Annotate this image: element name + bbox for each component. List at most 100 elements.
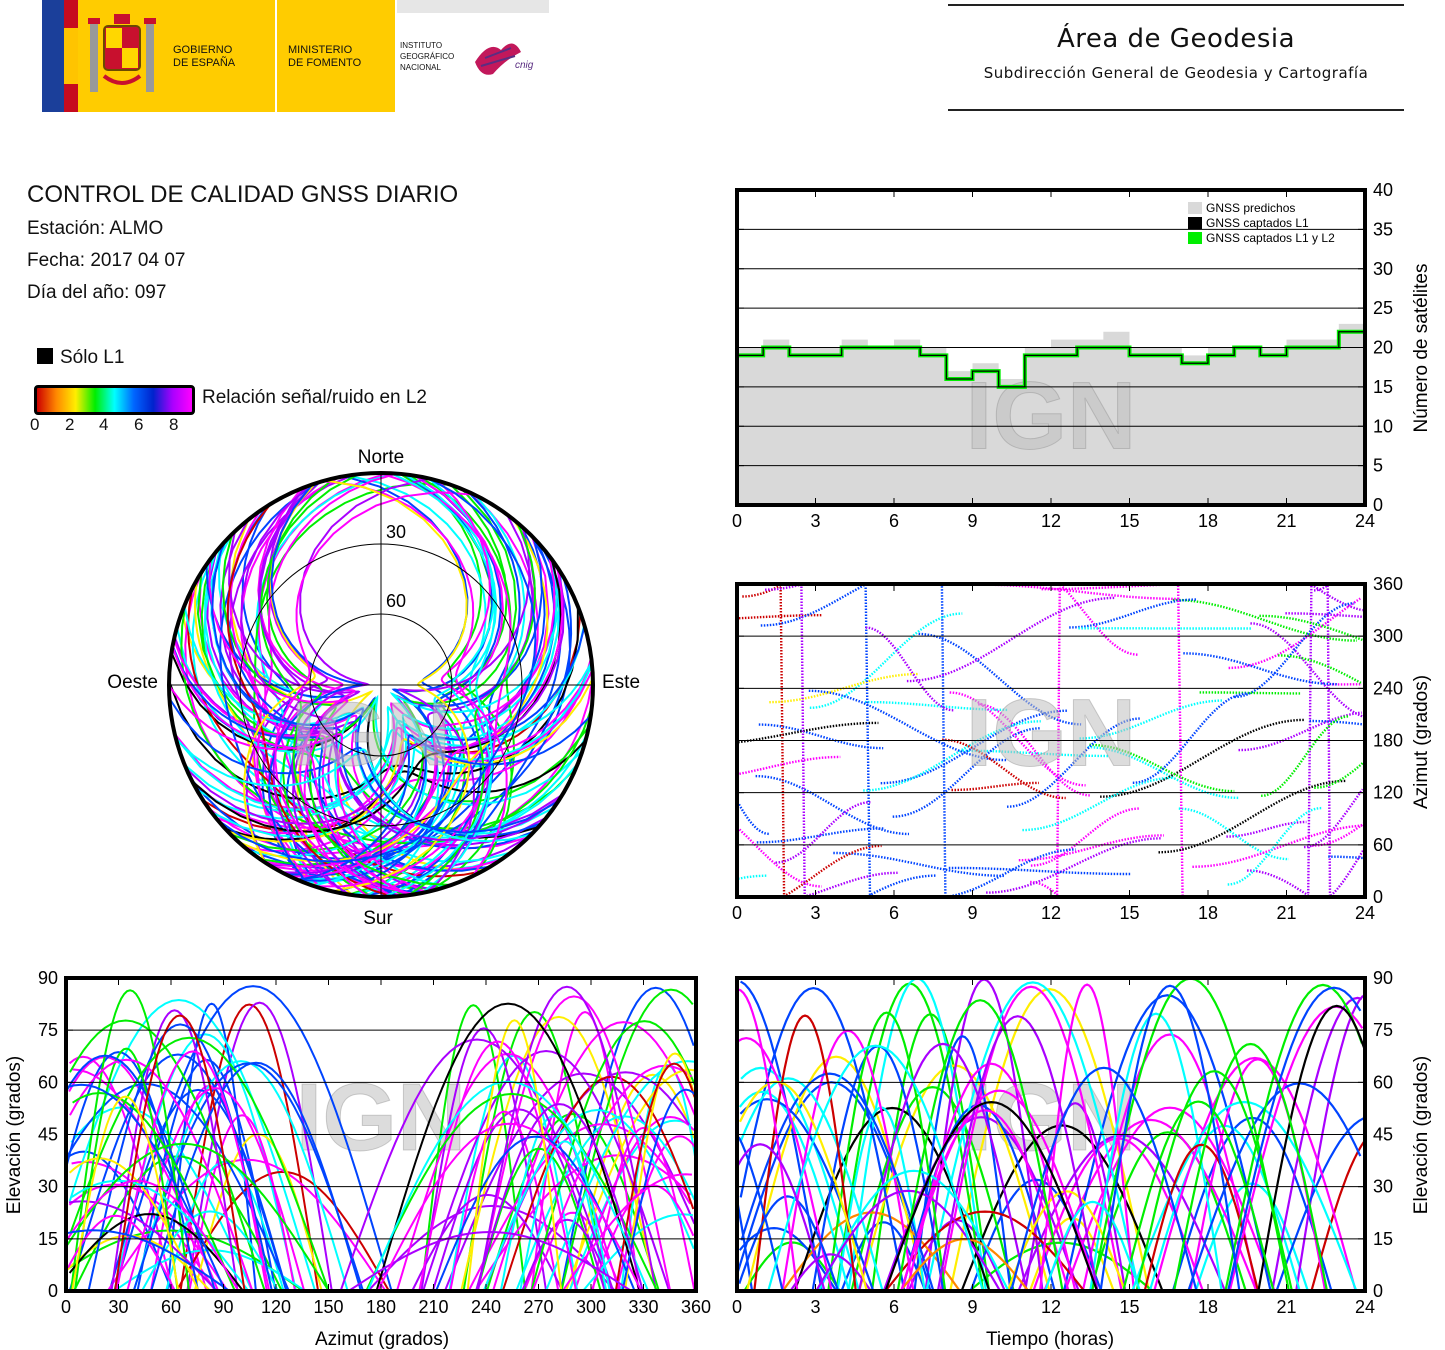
elevation-track xyxy=(1081,1033,1259,1292)
elevation-track xyxy=(789,1253,872,1292)
azimuth-track xyxy=(760,582,936,897)
azimuth-track xyxy=(1178,807,1289,861)
azimuth-track xyxy=(737,874,767,880)
elev-az-track xyxy=(73,1047,179,1292)
azimuth-track xyxy=(918,632,1082,726)
elev-az-track xyxy=(69,1058,254,1292)
azimuth-track xyxy=(865,626,954,712)
y-tick-label: 240 xyxy=(1373,678,1403,698)
legend-l1-label: GNSS captados L1 xyxy=(1206,216,1309,230)
elev-az-track xyxy=(477,985,657,1292)
x-tick-label: 270 xyxy=(523,1297,553,1317)
elevation-track xyxy=(850,1085,1015,1292)
elev-az-track xyxy=(73,1155,283,1292)
x-tick-label: 0 xyxy=(732,903,742,923)
elev-az-track xyxy=(141,1210,279,1292)
ign-watermark: IGN xyxy=(966,680,1137,787)
azimuth-track xyxy=(1030,581,1139,898)
y-tick-label: 35 xyxy=(1373,219,1393,239)
doy-label: Día del año: 097 xyxy=(27,282,167,303)
y-tick-label: 360 xyxy=(1373,574,1403,594)
azimuth-track xyxy=(739,755,841,775)
ministry-panel: MINISTERIO DE FOMENTO xyxy=(277,0,395,112)
azimuth-track xyxy=(1018,834,1164,862)
y-tick-label: 300 xyxy=(1373,626,1403,646)
azimuth-track xyxy=(756,827,885,844)
spain-flag-strip xyxy=(64,0,78,112)
elev-az-track xyxy=(339,1038,615,1292)
plot-frame xyxy=(735,976,1367,1293)
elev-az-track xyxy=(521,1218,614,1292)
azimuth-track xyxy=(1303,788,1364,849)
x-tick-label: 24 xyxy=(1355,511,1375,531)
elevation-track xyxy=(739,1077,884,1292)
elev-az-track xyxy=(422,1049,671,1292)
report-title: CONTROL DE CALIDAD GNSS DIARIO xyxy=(27,181,459,208)
azimuth-track xyxy=(863,720,1041,792)
elev-az-track xyxy=(126,1087,306,1292)
y-tick-label: 25 xyxy=(1373,298,1393,318)
y-tick-label: 20 xyxy=(1373,338,1393,358)
azimuth-track xyxy=(742,583,882,899)
skyplot-track xyxy=(257,482,350,896)
azimuth-track xyxy=(906,596,1116,683)
elevation-track xyxy=(740,1066,861,1292)
elevation-track xyxy=(925,981,1141,1292)
x-tick-label: 24 xyxy=(1355,1297,1375,1317)
x-tick-label: 30 xyxy=(108,1297,128,1317)
y-tick-label: 15 xyxy=(1373,377,1393,397)
predicted-area xyxy=(737,323,1365,505)
skyplot-track xyxy=(219,480,428,893)
elev-az-track xyxy=(69,1157,200,1292)
legend-l1l2-swatch xyxy=(1188,232,1202,244)
elev-az-track xyxy=(69,1036,330,1292)
skyplot-track xyxy=(217,477,537,863)
x-tick-label: 15 xyxy=(1119,511,1139,531)
x-tick-label: 90 xyxy=(213,1297,233,1317)
elev-az-track xyxy=(460,1015,658,1292)
snr-colorbar xyxy=(34,385,195,415)
elev-az-track xyxy=(186,1001,333,1292)
azimuth-track xyxy=(737,721,879,744)
x-tick-label: 360 xyxy=(681,1297,711,1317)
elev-az-track xyxy=(115,1050,271,1292)
azimuth-track xyxy=(1192,824,1364,868)
skyplot-track xyxy=(312,572,562,887)
azimuth-track xyxy=(951,781,1039,792)
azimuth-track xyxy=(1006,717,1141,808)
azimuth-track xyxy=(1226,820,1307,838)
snr-tick: 4 xyxy=(99,415,109,434)
x-tick-label: 300 xyxy=(576,1297,606,1317)
x-tick-label: 240 xyxy=(471,1297,501,1317)
skyplot-north-label: Norte xyxy=(358,447,404,468)
skyplot-ring-60-label: 60 xyxy=(386,591,406,611)
elevation-track xyxy=(1043,1118,1258,1292)
azimuth-track xyxy=(808,689,1007,762)
x-tick-label: 60 xyxy=(161,1297,181,1317)
azimuth-track xyxy=(809,612,963,709)
azimuth-track xyxy=(1328,855,1364,860)
elev-az-track xyxy=(365,1092,659,1292)
y-tick-label: 30 xyxy=(38,1177,58,1197)
azimuth-track xyxy=(1079,699,1224,740)
elevation-track xyxy=(884,1100,1099,1292)
snr-label: Relación señal/ruido en L2 xyxy=(202,387,427,408)
elev-az-track xyxy=(65,1229,230,1292)
elevation-track xyxy=(1173,1042,1329,1292)
elevation-azimuth-chart: IGN 0 15 30 45 60 75 90 0 30 60 90 120 150 180 210 240 2… xyxy=(4,968,711,1350)
elevation-track xyxy=(767,1044,984,1292)
count-legend: GNSS predichos GNSS captados L1 GNSS cap… xyxy=(1188,201,1335,245)
azimuth-track xyxy=(1087,746,1239,800)
x-tick-label: 21 xyxy=(1276,1297,1296,1317)
date-label: Fecha: 2017 04 07 xyxy=(27,250,186,271)
elev-az-track xyxy=(590,1184,695,1292)
solo-l1-swatch xyxy=(37,348,53,364)
elev-az-track xyxy=(501,1075,695,1292)
y-tick-label: 10 xyxy=(1373,416,1393,436)
ign-watermark: IGN xyxy=(291,685,451,785)
skyplot-track xyxy=(180,601,593,845)
y-tick-label: 40 xyxy=(1373,180,1393,200)
x-tick-label: 3 xyxy=(810,1297,820,1317)
azimuth-track xyxy=(934,583,1076,899)
elevation-track xyxy=(1062,994,1272,1292)
